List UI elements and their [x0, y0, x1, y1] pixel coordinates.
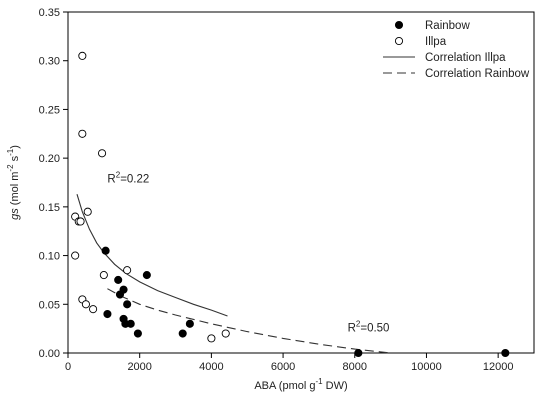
correlation-rainbow-curve [107, 288, 391, 354]
illpa-point [81, 300, 90, 309]
y-tick-label: 0.25 [39, 104, 60, 116]
y-tick-label: 0.35 [39, 7, 60, 19]
illpa-point [89, 305, 98, 314]
legend-label: Correlation Illpa [425, 52, 506, 64]
y-tick-label: 0.05 [39, 299, 60, 311]
x-tick-label: 12000 [483, 361, 514, 373]
illpa-point [123, 266, 132, 275]
x-tick-label: 10000 [411, 361, 442, 373]
illpa-point [76, 217, 85, 226]
x-tick-label: 2000 [127, 361, 151, 373]
rainbow-point [101, 246, 110, 255]
data-points [71, 51, 510, 358]
x-tick-label: 6000 [271, 361, 295, 373]
rainbow-point [142, 271, 151, 280]
x-tick-label: 4000 [199, 361, 223, 373]
x-axis-title: ABA (pmol g-1 DW) [254, 377, 347, 392]
rainbow-point [126, 319, 135, 328]
annotations: R2=0.22 R2=0.50 [107, 171, 389, 335]
rainbow-point [185, 319, 194, 328]
rainbow-point [103, 309, 112, 319]
illpa-point [99, 271, 108, 280]
legend: Rainbow Illpa Correlation Illpa Correlation… [383, 20, 530, 80]
rainbow-point [354, 348, 363, 358]
rainbow-point [501, 348, 510, 358]
legend-label: Rainbow [425, 20, 470, 32]
r-squared-label: R2=0.50 [348, 320, 390, 335]
plot-frame [67, 11, 535, 354]
legend-label: Illpa [425, 36, 447, 48]
r-squared-label: R2=0.22 [107, 171, 149, 186]
rainbow-point [123, 300, 132, 309]
illpa-point [71, 251, 80, 260]
illpa-point [83, 207, 92, 216]
illpa-point [98, 149, 107, 158]
axis-titles: ABA (pmol g-1 DW) gs (mol m-2 s-1) [6, 145, 348, 392]
y-tick-label: 0.30 [39, 56, 60, 68]
y-tick-label: 0.00 [39, 348, 60, 360]
illpa-point [221, 329, 230, 338]
plot-area [67, 11, 535, 354]
rainbow-point [178, 329, 187, 338]
illpa-point [78, 51, 87, 60]
rainbow-point [133, 329, 142, 338]
illpa-point [207, 334, 216, 343]
legend-label: Correlation Rainbow [425, 68, 530, 80]
correlation-curves [76, 194, 391, 354]
legend-rainbow-marker [394, 20, 404, 30]
legend-illpa-marker [394, 36, 404, 46]
y-tick-label: 0.20 [39, 153, 60, 165]
rainbow-point [114, 275, 123, 284]
x-tick-label: 8000 [343, 361, 367, 373]
illpa-point [78, 129, 87, 138]
y-tick-label: 0.15 [39, 202, 60, 214]
rainbow-point [119, 285, 128, 294]
y-axis-title: gs (mol m-2 s-1) [6, 145, 21, 220]
correlation-illpa-curve [76, 194, 228, 317]
y-tick-label: 0.10 [39, 251, 60, 263]
x-tick-label: 0 [65, 361, 71, 373]
axis-ticks: 0 2000 4000 6000 8000 10000 12000 0.00 0.05 0.10 0… [39, 7, 514, 373]
